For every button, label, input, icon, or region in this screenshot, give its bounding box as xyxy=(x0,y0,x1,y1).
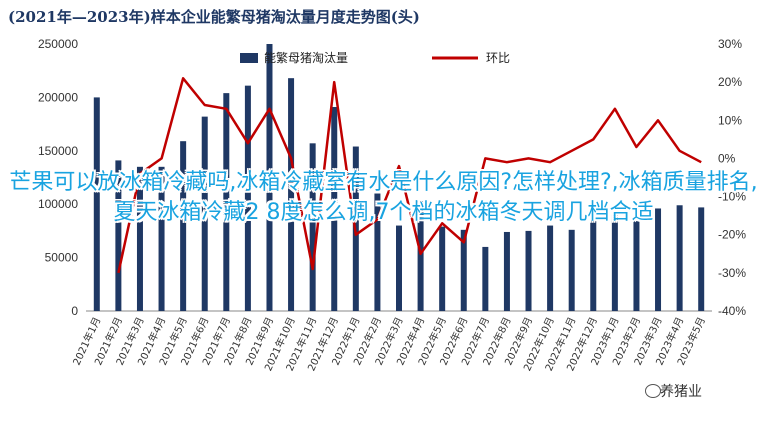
bar xyxy=(633,219,640,311)
bar xyxy=(396,225,402,311)
bar xyxy=(244,85,251,311)
bar xyxy=(266,44,273,311)
wechat-icon xyxy=(645,384,661,398)
y-left-tick: 250000 xyxy=(38,37,78,51)
bar xyxy=(482,246,489,311)
y-right-tick: 0% xyxy=(718,151,736,165)
y-left-tick: 100000 xyxy=(38,197,78,211)
overlay-headline: 芒果可以放冰箱冷藏吗,冰箱冷藏室有水是什么原因?怎样处理?,冰箱质量排名,夏天冰… xyxy=(9,170,758,225)
watermark: 养猪业 xyxy=(660,384,702,400)
bar xyxy=(136,166,143,311)
y-right-tick: 30% xyxy=(718,37,742,51)
bar xyxy=(568,229,575,311)
legend-swatch-bars xyxy=(240,53,258,63)
legend-label-line: 环比 xyxy=(486,51,510,65)
bar xyxy=(611,214,618,311)
bar xyxy=(676,205,683,311)
bar xyxy=(655,208,662,311)
legend-label-bars: 能繁母猪淘汰量 xyxy=(264,50,348,65)
bar xyxy=(374,193,381,311)
bar xyxy=(115,160,122,311)
y-right-tick: -30% xyxy=(718,266,746,280)
series-line-mom xyxy=(117,77,702,274)
bar xyxy=(547,225,554,311)
y-left-tick: 0 xyxy=(71,304,78,318)
y-right-tick: -10% xyxy=(718,190,746,204)
bar xyxy=(525,230,532,311)
bar xyxy=(180,141,187,311)
y-left-tick: 200000 xyxy=(38,90,78,104)
bar xyxy=(439,226,446,311)
bar xyxy=(503,231,510,311)
y-left-tick: 50000 xyxy=(45,251,79,265)
y-right-tick: 20% xyxy=(718,75,742,89)
y-left-tick: 150000 xyxy=(38,144,78,158)
bar xyxy=(309,143,316,311)
bar xyxy=(288,78,295,312)
bar xyxy=(331,107,338,312)
bar xyxy=(698,207,705,311)
y-right-tick: -20% xyxy=(718,228,746,242)
y-right-tick: 10% xyxy=(718,113,742,127)
bar xyxy=(93,97,100,312)
bar xyxy=(201,116,208,312)
chart-title: (2021年—2023年)样本企业能繁母猪淘汰量月度走势图(头) xyxy=(8,8,420,26)
bar xyxy=(590,220,597,311)
bar xyxy=(460,229,467,311)
bar xyxy=(158,166,165,311)
y-right-tick: -40% xyxy=(718,304,746,318)
bar xyxy=(223,93,230,312)
bar xyxy=(417,200,424,311)
